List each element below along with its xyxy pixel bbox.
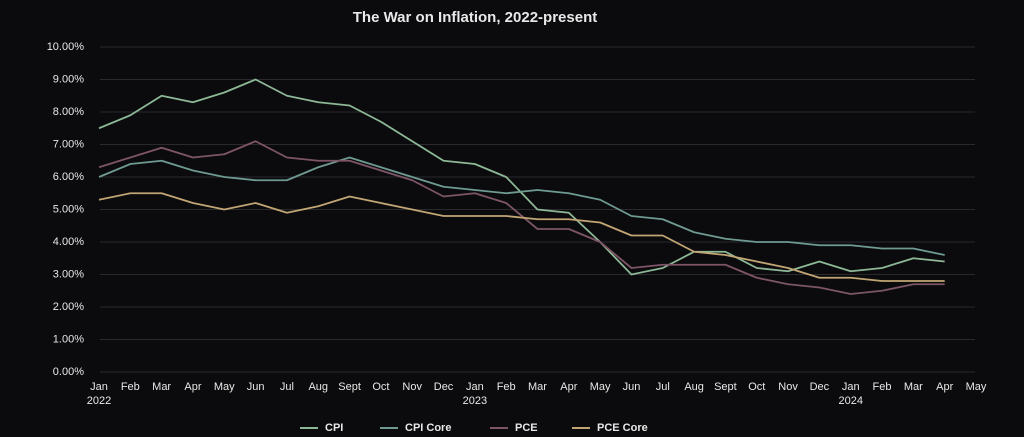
x-tick-label: Jun [247, 381, 265, 393]
y-tick-label: 1.00% [53, 333, 84, 345]
y-tick-label: 8.00% [53, 106, 84, 118]
x-tick-label: Oct [372, 381, 389, 393]
x-tick-label: Nov [778, 381, 798, 393]
x-tick-label: Feb [121, 381, 140, 393]
x-tick-label: Mar [528, 381, 547, 393]
x-tick-label: Jul [280, 381, 294, 393]
x-tick-label: Oct [748, 381, 765, 393]
y-tick-label: 0.00% [53, 366, 84, 378]
x-tick-label: Sept [338, 381, 361, 393]
series-line [98, 192, 945, 282]
series-line [98, 140, 945, 295]
x-year-label: 2024 [838, 395, 862, 407]
x-tick-label: Jan [466, 381, 484, 393]
x-tick-label: Aug [684, 381, 704, 393]
x-tick-label: Jul [656, 381, 670, 393]
y-tick-label: 10.00% [47, 41, 85, 53]
y-tick-label: 7.00% [53, 138, 84, 150]
x-tick-label: May [966, 381, 987, 393]
x-tick-label: Apr [936, 381, 953, 393]
legend-label: PCE [515, 422, 538, 434]
x-tick-label: May [214, 381, 235, 393]
y-tick-label: 3.00% [53, 268, 84, 280]
legend-label: PCE Core [597, 422, 648, 434]
x-tick-label: Jun [623, 381, 641, 393]
x-tick-label: Aug [308, 381, 328, 393]
x-tick-label: Jan [90, 381, 108, 393]
x-tick-label: Jan [842, 381, 860, 393]
x-tick-label: Apr [560, 381, 577, 393]
x-year-label: 2023 [463, 395, 487, 407]
x-tick-label: Sept [714, 381, 737, 393]
series-line [98, 78, 945, 276]
x-year-label: 2022 [87, 395, 111, 407]
legend-label: CPI [325, 422, 343, 434]
x-tick-label: Feb [497, 381, 516, 393]
x-tick-label: Mar [904, 381, 923, 393]
x-tick-label: Nov [402, 381, 422, 393]
chart-title: The War on Inflation, 2022-present [353, 9, 597, 26]
series-line [98, 156, 945, 256]
y-tick-label: 2.00% [53, 301, 84, 313]
y-tick-label: 5.00% [53, 203, 84, 215]
x-tick-label: Feb [873, 381, 892, 393]
x-tick-label: Dec [810, 381, 830, 393]
y-tick-label: 6.00% [53, 171, 84, 183]
x-tick-label: Apr [184, 381, 201, 393]
x-tick-label: Mar [152, 381, 171, 393]
x-tick-label: May [590, 381, 611, 393]
y-tick-label: 4.00% [53, 236, 84, 248]
y-tick-label: 9.00% [53, 73, 84, 85]
legend-label: CPI Core [405, 422, 451, 434]
x-tick-label: Dec [434, 381, 454, 393]
